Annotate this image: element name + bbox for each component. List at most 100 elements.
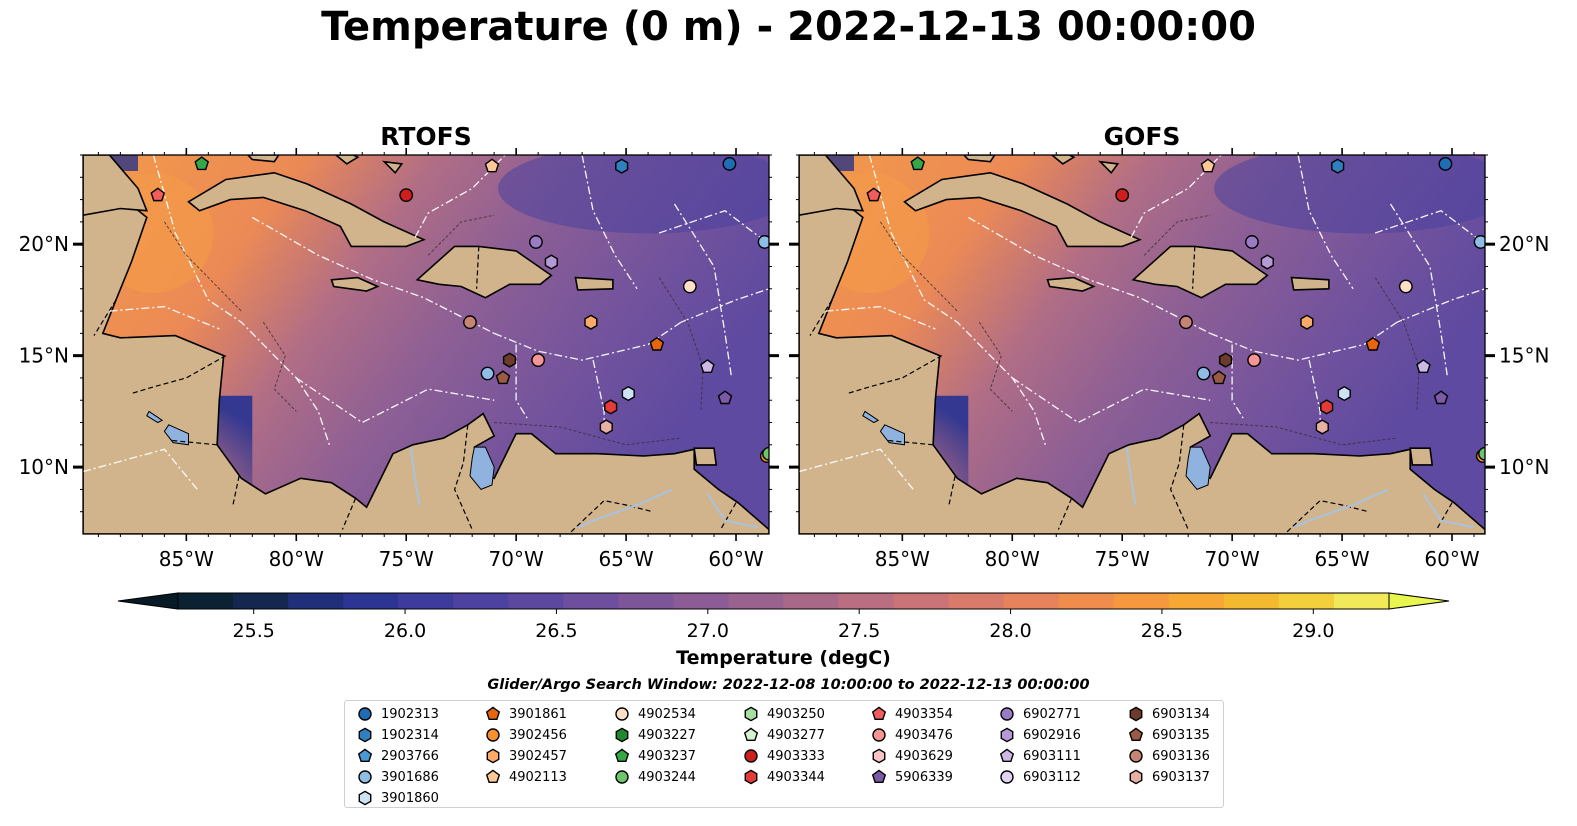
legend-item: 4903333 bbox=[743, 746, 825, 766]
legend-item: 1902313 bbox=[357, 704, 439, 724]
legend-item: 4903476 bbox=[871, 725, 953, 745]
legend-label: 6903112 bbox=[1023, 769, 1081, 785]
x-tick-label: 70°W bbox=[1205, 547, 1260, 571]
float-marker-4902113 bbox=[484, 158, 500, 173]
land-mass bbox=[246, 155, 280, 163]
legend-marker bbox=[744, 706, 758, 722]
float-marker-4903344 bbox=[1320, 399, 1334, 415]
colorbar-segment bbox=[398, 593, 454, 609]
float-marker-3901860 bbox=[621, 385, 635, 402]
legend-label: 4903237 bbox=[638, 748, 696, 764]
legend-marker bbox=[1128, 727, 1144, 742]
colorbar-segment bbox=[948, 593, 1005, 609]
colorbar-segment bbox=[1058, 593, 1115, 609]
legend-label: 2903766 bbox=[381, 748, 439, 764]
legend-label: 4903354 bbox=[895, 706, 953, 722]
circle-marker-icon bbox=[1129, 749, 1143, 763]
legend-title: Glider/Argo Search Window: 2022-12-08 10… bbox=[487, 677, 1090, 693]
hexagon-marker-icon bbox=[744, 706, 758, 722]
legend-item: 6902916 bbox=[999, 725, 1081, 745]
colorbar-segment bbox=[728, 593, 784, 609]
legend-label: 3902456 bbox=[509, 727, 567, 743]
circle-marker-icon bbox=[1000, 707, 1014, 721]
legend-item: 3902456 bbox=[485, 725, 567, 745]
legend-item: 6903137 bbox=[1128, 767, 1210, 787]
legend-marker bbox=[486, 728, 500, 742]
legend-marker bbox=[485, 769, 501, 784]
land-mass bbox=[1290, 276, 1330, 291]
float-marker-5906339 bbox=[1433, 390, 1449, 405]
legend-marker bbox=[357, 748, 373, 763]
land-mass bbox=[799, 155, 865, 217]
colorbar-label: Temperature (degC) bbox=[676, 647, 891, 669]
float-marker-4903244 bbox=[1478, 446, 1485, 461]
land-mass bbox=[962, 155, 996, 163]
land-mass bbox=[334, 155, 360, 165]
figure-title: Temperature (0 m) - 2022-12-13 00:00:00 bbox=[321, 4, 1256, 50]
pentagon-marker-icon bbox=[999, 748, 1015, 763]
panel-title: RTOFS bbox=[380, 122, 472, 151]
float-marker-6903137 bbox=[599, 419, 613, 435]
legend-item: 4903237 bbox=[614, 746, 696, 766]
colorbar-segment bbox=[233, 593, 289, 609]
circle-marker-icon bbox=[486, 728, 500, 742]
float-marker-3902457 bbox=[1300, 314, 1314, 330]
legend-label: 4903244 bbox=[638, 769, 696, 785]
x-tick-label: 70°W bbox=[489, 547, 544, 571]
legend-label: 4902534 bbox=[638, 706, 696, 722]
circle-marker-icon bbox=[615, 707, 629, 721]
legend-item: 4903227 bbox=[614, 725, 696, 745]
colorbar-segment bbox=[1003, 593, 1060, 609]
legend-marker bbox=[358, 727, 372, 743]
legend-item: 4903629 bbox=[871, 746, 953, 766]
legend-label: 4903333 bbox=[767, 748, 825, 764]
map-panel-rtofs: RTOFS 85°W 80°W 75°W 70°W 65°W 60°W 20°N 15°N 10°… bbox=[19, 122, 779, 571]
float-marker-1902314 bbox=[615, 158, 629, 174]
y-tick-label: 10°N bbox=[19, 455, 69, 479]
colorbar-segment bbox=[563, 593, 619, 609]
legend-label: 6903111 bbox=[1023, 748, 1081, 764]
legend-label: 6902916 bbox=[1023, 727, 1081, 743]
legend-label: 1902313 bbox=[381, 706, 439, 722]
colorbar-tick-label: 28.5 bbox=[1141, 620, 1183, 642]
float-marker-1902313 bbox=[1438, 157, 1453, 171]
legend-item: 3901686 bbox=[357, 767, 439, 787]
hexagon-marker-icon bbox=[358, 727, 372, 743]
pentagon-marker-icon bbox=[614, 748, 630, 763]
legend-item: 2903766 bbox=[357, 746, 439, 766]
legend-label: 1902314 bbox=[381, 727, 439, 743]
float-marker-4903354 bbox=[150, 187, 166, 202]
hexagon-marker-icon bbox=[872, 748, 886, 764]
land-mass bbox=[1409, 447, 1434, 466]
legend-item: 6903112 bbox=[999, 767, 1081, 787]
legend-item: 4903250 bbox=[743, 704, 825, 724]
hexagon-marker-icon bbox=[1129, 706, 1143, 722]
x-tick-label: 85°W bbox=[875, 547, 930, 571]
float-marker-4903476 bbox=[531, 353, 546, 368]
legend-label: 4902113 bbox=[509, 769, 567, 785]
colorbar-segment bbox=[893, 593, 950, 609]
float-marker-6903137 bbox=[1315, 419, 1329, 435]
legend-marker bbox=[872, 728, 886, 742]
x-tick-label: 80°W bbox=[985, 547, 1040, 571]
colorbar-tick-label: 26.0 bbox=[384, 620, 426, 642]
colorbar-tick-label: 29.0 bbox=[1292, 620, 1334, 642]
float-marker-6902916 bbox=[1260, 254, 1274, 270]
land-mass bbox=[415, 245, 553, 299]
circle-marker-icon bbox=[872, 728, 886, 742]
colorbar-segment bbox=[178, 593, 234, 609]
legend-marker bbox=[1129, 749, 1143, 763]
legend-item: 4903277 bbox=[743, 725, 825, 745]
legend-item: 3902457 bbox=[485, 746, 567, 766]
legend-item: 4903244 bbox=[614, 767, 696, 787]
hexagon-marker-icon bbox=[1000, 727, 1014, 743]
land-mass bbox=[693, 447, 718, 466]
legend-item: 3901860 bbox=[357, 788, 439, 808]
circle-marker-icon bbox=[744, 749, 758, 763]
colorbar-segment bbox=[838, 593, 895, 609]
legend-label: 6902771 bbox=[1023, 706, 1081, 722]
float-marker-4903237 bbox=[910, 156, 926, 171]
float-marker-6902771 bbox=[1245, 235, 1259, 249]
legend-label: 6903137 bbox=[1152, 769, 1210, 785]
